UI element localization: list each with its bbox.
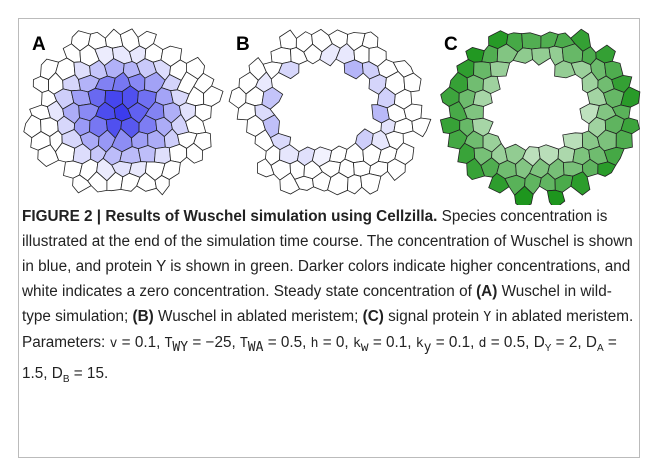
caption-text: T (239, 336, 248, 351)
caption-subscript: B (62, 374, 70, 386)
cell (615, 129, 633, 150)
caption-text: h (310, 336, 319, 351)
cell (168, 143, 188, 164)
cell (347, 174, 363, 195)
caption: FIGURE 2 | Results of Wuschel simulation… (22, 204, 636, 392)
caption-subscript: WA (247, 340, 264, 356)
cell (32, 75, 50, 93)
caption-text: k (352, 336, 361, 351)
cell (343, 59, 364, 80)
caption-text: D (585, 334, 597, 351)
caption-subscript: w (360, 340, 369, 356)
cell (361, 31, 379, 49)
caption-text: d (478, 336, 487, 351)
caption-text: (A) (476, 283, 498, 300)
cell (546, 189, 566, 205)
cell-tissue (439, 28, 641, 205)
caption-text: = 0.1, (368, 334, 416, 351)
page: A B C FIGURE 2 | Results of Wuschel simula… (18, 18, 641, 458)
cell (521, 32, 542, 50)
panel-label: C (444, 34, 458, 55)
caption-text: = 0.5, (263, 334, 311, 351)
cell (154, 175, 170, 196)
cell (104, 28, 124, 49)
caption-text: k (415, 336, 424, 351)
caption-text: = 15. (69, 365, 109, 383)
cell (270, 47, 292, 64)
cell (514, 185, 534, 205)
cell (120, 172, 141, 192)
caption-text: = 0.5, (486, 334, 534, 351)
cell-tissue (228, 28, 432, 196)
panel-label: B (236, 34, 250, 55)
cell (387, 158, 406, 181)
caption-subscript: Y (544, 343, 552, 355)
caption-text: D (533, 334, 545, 351)
cell (531, 47, 551, 66)
panel-label: A (32, 34, 46, 55)
cell (403, 72, 422, 93)
caption-subscript: y (423, 340, 432, 356)
caption-text: in ablated meristem. Parameters: (22, 308, 634, 351)
figure-panels: A B C (23, 28, 641, 205)
cell (360, 173, 382, 195)
caption-text: signal protein (383, 308, 484, 325)
cell (597, 161, 617, 177)
cell (186, 142, 203, 164)
caption-text: v (109, 336, 118, 351)
caption-text: Species concentration is illustrated at … (22, 208, 633, 300)
caption-text: = 0.1, (431, 334, 479, 351)
caption-text: T (164, 336, 173, 351)
cell (137, 145, 156, 163)
cell (481, 44, 499, 64)
cell (278, 61, 300, 80)
caption-subscript: WY (172, 340, 189, 356)
caption-text: = 1.5, (22, 334, 617, 383)
caption-text: D (51, 365, 63, 383)
caption-text: (C) (362, 308, 384, 325)
cell (411, 117, 432, 138)
caption-text: (B) (132, 308, 154, 325)
cell-tissue (23, 28, 224, 196)
caption-text: = 2, (551, 334, 586, 351)
caption-text: Wuschel in wild-type simulation; (22, 283, 612, 325)
caption-text: Wuschel in ablated meristem; (153, 308, 363, 325)
cell (489, 61, 511, 77)
cell (153, 146, 172, 164)
caption-text: FIGURE 2 | Results of Wuschel simulation… (22, 208, 438, 225)
caption-text: Y (483, 310, 492, 325)
caption-text: = 0, (318, 334, 353, 351)
cell (570, 171, 591, 196)
caption-subscript: A (596, 343, 604, 355)
caption-text: = −25, (188, 334, 240, 351)
caption-text: = 0.1, (117, 334, 165, 351)
cell (279, 29, 297, 50)
